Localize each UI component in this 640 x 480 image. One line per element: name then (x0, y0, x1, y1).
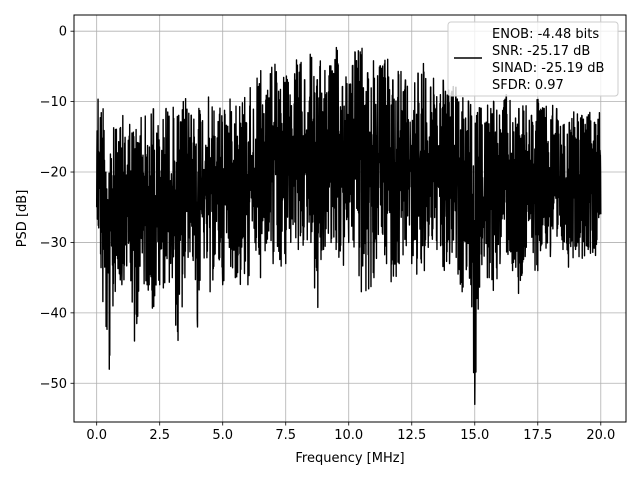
y-tick-label: −40 (40, 306, 67, 321)
legend: ENOB: -4.48 bits SNR: -25.17 dB SINAD: -… (447, 21, 619, 97)
x-tick-label: 5.0 (212, 428, 233, 443)
plot-frame (73, 14, 627, 423)
x-tick-label: 7.5 (275, 428, 296, 443)
psd-line-series (95, 46, 602, 406)
x-axis-label: Frequency [MHz] (295, 451, 404, 466)
y-axis-label: PSD [dB] (15, 190, 30, 248)
x-tick-label: 17.5 (523, 428, 552, 443)
axis-ticks: 0.0 2.5 5.0 7.5 10.0 12.5 15.0 17.5 20.0 0 −10 −20 −… (40, 25, 616, 443)
x-tick-label: 15.0 (460, 428, 489, 443)
psd-series-line (95, 46, 602, 406)
y-tick-label: −10 (40, 95, 67, 110)
legend-entry-enob: ENOB: -4.48 bits (492, 27, 599, 42)
y-tick-label: 0 (59, 25, 67, 40)
legend-entry-snr: SNR: -25.17 dB (492, 44, 590, 59)
y-tick-label: −30 (40, 236, 67, 251)
legend-entry-sinad: SINAD: -25.19 dB (492, 61, 604, 76)
x-tick-label: 12.5 (397, 428, 426, 443)
y-tick-label: −20 (40, 166, 67, 181)
x-tick-label: 10.0 (334, 428, 363, 443)
x-tick-label: 0.0 (86, 428, 107, 443)
legend-entry-sfdr: SFDR: 0.97 (492, 78, 564, 93)
y-tick-label: −50 (40, 377, 67, 392)
legend-box (447, 21, 619, 97)
x-tick-label: 20.0 (586, 428, 615, 443)
x-tick-label: 2.5 (149, 428, 170, 443)
